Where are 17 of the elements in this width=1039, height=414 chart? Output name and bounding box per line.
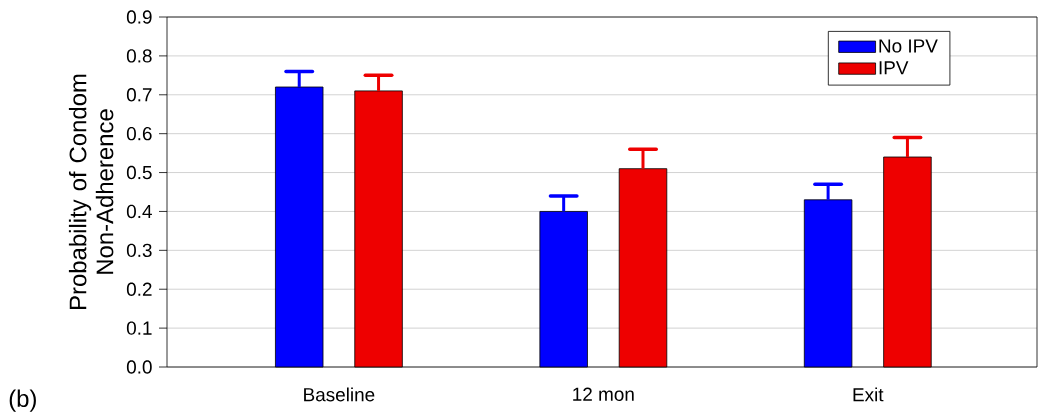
text: (b) bbox=[9, 389, 36, 412]
y-tick-label: 0.9 bbox=[126, 10, 152, 24]
legend-label: No IPV bbox=[879, 39, 938, 53]
y-tick-label: 0.0 bbox=[126, 360, 152, 374]
y-axis-title: Probability of Condom Non-Adherence bbox=[68, 74, 114, 309]
y-tick-label: 0.8 bbox=[126, 49, 152, 63]
x-tick-label: 12 mon bbox=[573, 387, 634, 401]
x-tick-label: Exit bbox=[853, 387, 884, 402]
y-tick-label: 0.3 bbox=[126, 243, 152, 258]
x-tick-label: Baseline bbox=[304, 387, 375, 402]
legend-label: IPV bbox=[879, 61, 909, 75]
y-tick-label: 0.2 bbox=[126, 282, 152, 296]
y-tick-label: 0.1 bbox=[126, 321, 152, 335]
y-tick-label: 0.5 bbox=[126, 165, 152, 180]
y-tick-label: 0.7 bbox=[126, 88, 152, 102]
y-tick-label: 0.6 bbox=[126, 126, 152, 141]
y-tick-label: 0.4 bbox=[126, 204, 152, 219]
